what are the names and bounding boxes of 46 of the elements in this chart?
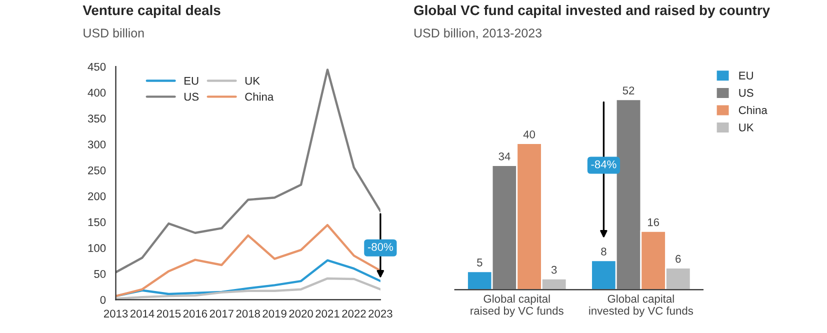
legend-label: EU bbox=[184, 77, 198, 85]
y-tick-label: 450 bbox=[88, 62, 106, 71]
annotation: -80% bbox=[368, 243, 393, 251]
data-label: 16 bbox=[648, 218, 660, 226]
x-tick-label: 2015 bbox=[156, 310, 181, 318]
x-tick-label: Global capital invested by VC funds bbox=[589, 294, 694, 317]
chart-subtitle: USD billion bbox=[84, 28, 144, 38]
x-tick-label: 2021 bbox=[316, 310, 340, 318]
legend-label: China bbox=[738, 106, 768, 114]
y-tick-label: 400 bbox=[88, 88, 106, 97]
x-tick-label: 2022 bbox=[342, 310, 366, 318]
y-tick-label: 100 bbox=[88, 244, 106, 252]
legend-label: EU bbox=[739, 72, 753, 80]
y-tick-label: 300 bbox=[88, 140, 106, 148]
y-tick-label: 150 bbox=[88, 218, 106, 226]
x-tick-label: 2023 bbox=[368, 310, 392, 318]
y-tick-label: 0 bbox=[100, 296, 106, 304]
x-tick-label: Global capital raised by VC funds bbox=[470, 294, 564, 317]
x-tick-label: 2016 bbox=[183, 310, 208, 318]
y-tick-label: 350 bbox=[88, 114, 106, 123]
legend-label: US bbox=[739, 88, 754, 97]
chart-subtitle: USD billion, 2013-2023 bbox=[414, 28, 542, 39]
x-tick-label: 2014 bbox=[130, 310, 154, 318]
line-series bbox=[116, 259, 380, 298]
x-tick-label: 2019 bbox=[262, 310, 286, 318]
chart-title: Venture capital deals bbox=[82, 4, 220, 18]
x-tick-label: 2020 bbox=[289, 310, 313, 318]
legend-label: US bbox=[184, 92, 199, 101]
x-tick-label: 2013 bbox=[104, 310, 128, 318]
data-label: 5 bbox=[477, 258, 482, 266]
y-tick-label: 250 bbox=[88, 166, 106, 174]
data-label: 8 bbox=[601, 248, 606, 256]
legend-label: UK bbox=[245, 77, 260, 85]
legend-label: China bbox=[245, 92, 274, 101]
legend-label: UK bbox=[739, 124, 754, 132]
data-label: 3 bbox=[551, 266, 557, 274]
x-tick-label: 2017 bbox=[210, 310, 234, 318]
annotation: -84% bbox=[591, 160, 616, 168]
data-label: 52 bbox=[622, 86, 634, 94]
y-tick-label: 50 bbox=[94, 270, 106, 278]
y-tick-label: 200 bbox=[88, 192, 106, 200]
data-label: 34 bbox=[498, 152, 510, 160]
x-tick-label: 2018 bbox=[236, 310, 260, 318]
data-label: 40 bbox=[523, 130, 536, 138]
chart-title: Global VC fund capital invested and raised by country bbox=[414, 4, 770, 18]
data-label: 6 bbox=[676, 254, 681, 263]
